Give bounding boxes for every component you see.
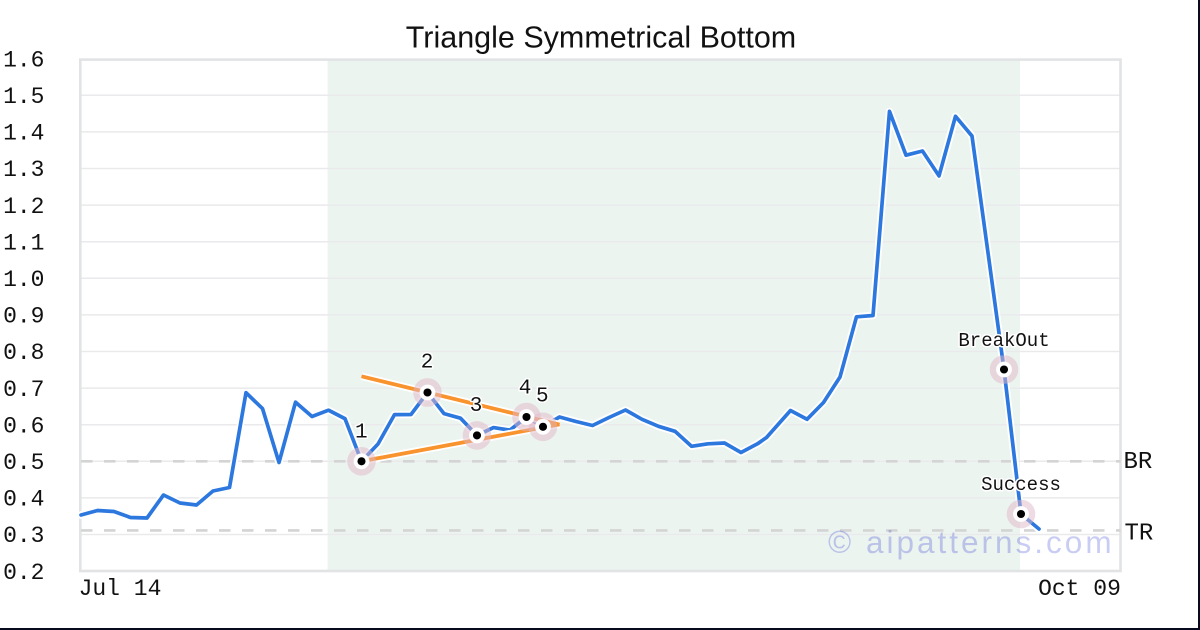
svg-text:1.2: 1.2 [3, 194, 44, 220]
svg-text:0.8: 0.8 [3, 340, 44, 366]
svg-text:Oct 09: Oct 09 [1038, 576, 1121, 602]
svg-text:0.6: 0.6 [3, 413, 44, 439]
svg-text:Success: Success [981, 474, 1061, 496]
svg-text:BreakOut: BreakOut [958, 330, 1049, 352]
svg-text:1.1: 1.1 [3, 230, 44, 256]
svg-text:1: 1 [355, 422, 368, 445]
svg-text:4: 4 [519, 377, 532, 400]
svg-text:5: 5 [536, 386, 549, 409]
svg-text:0.5: 0.5 [3, 450, 44, 476]
svg-text:0.3: 0.3 [3, 523, 44, 549]
svg-text:0.4: 0.4 [3, 487, 44, 513]
svg-text:TR: TR [1125, 521, 1154, 548]
svg-text:Jul 14: Jul 14 [79, 576, 162, 602]
svg-text:© aipatterns.com: © aipatterns.com [828, 524, 1115, 560]
svg-text:1.6: 1.6 [3, 47, 44, 73]
svg-text:Triangle Symmetrical Bottom: Triangle Symmetrical Bottom [406, 21, 796, 55]
svg-text:0.2: 0.2 [3, 560, 44, 586]
svg-text:1.3: 1.3 [3, 157, 44, 183]
svg-text:1.0: 1.0 [3, 267, 44, 293]
svg-text:0.7: 0.7 [3, 377, 44, 403]
svg-text:1.5: 1.5 [3, 84, 44, 110]
svg-text:2: 2 [421, 351, 434, 374]
svg-text:3: 3 [470, 395, 483, 418]
svg-text:BR: BR [1124, 449, 1153, 476]
svg-text:1.4: 1.4 [3, 121, 44, 147]
svg-text:0.9: 0.9 [3, 304, 44, 330]
